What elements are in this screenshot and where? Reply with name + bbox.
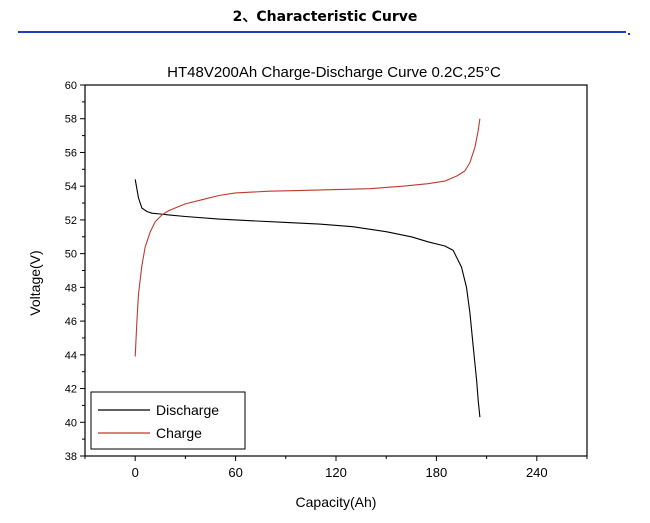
y-tick-label: 44 (65, 350, 77, 362)
charge-series-line (134, 118, 481, 357)
y-tick-label: 48 (65, 282, 77, 294)
x-tick-label: 0 (132, 465, 139, 480)
section-heading: 2、Characteristic Curve (232, 9, 418, 25)
x-tick-label: 180 (426, 465, 448, 480)
x-tick-label: 60 (228, 465, 242, 480)
y-axis-label: Voltage(V) (27, 250, 43, 315)
series-layer (134, 118, 481, 418)
y-tick-label: 40 (65, 417, 77, 429)
x-tick-label: 120 (325, 465, 347, 480)
y-tick-label: 58 (65, 114, 77, 126)
legend-label-charge: Charge (156, 425, 202, 441)
y-tick-label: 60 (65, 80, 77, 92)
y-tick-label: 38 (65, 451, 77, 463)
heading-rule-end-dot (628, 33, 630, 35)
legend-label-discharge: Discharge (156, 402, 219, 418)
x-axis: 0 60 120 180 240 (84, 456, 588, 480)
chart-title: HT48V200Ah Charge-Discharge Curve 0.2C,2… (167, 64, 501, 81)
y-tick-label: 42 (65, 384, 77, 396)
y-tick-label: 46 (65, 316, 77, 328)
legend-box (90, 391, 246, 450)
discharge-series-line (134, 179, 481, 418)
y-tick-label: 56 (65, 147, 77, 159)
y-tick-label: 54 (65, 181, 77, 193)
x-tick-label: 240 (526, 465, 548, 480)
y-tick-label: 52 (65, 215, 77, 227)
x-axis-label: Capacity(Ah) (296, 494, 377, 510)
heading-rule (18, 31, 626, 33)
legend: Discharge Charge (90, 391, 246, 450)
y-tick-label: 50 (65, 249, 77, 261)
y-axis: 38 40 42 44 46 48 50 52 54 56 58 60 (65, 80, 85, 463)
